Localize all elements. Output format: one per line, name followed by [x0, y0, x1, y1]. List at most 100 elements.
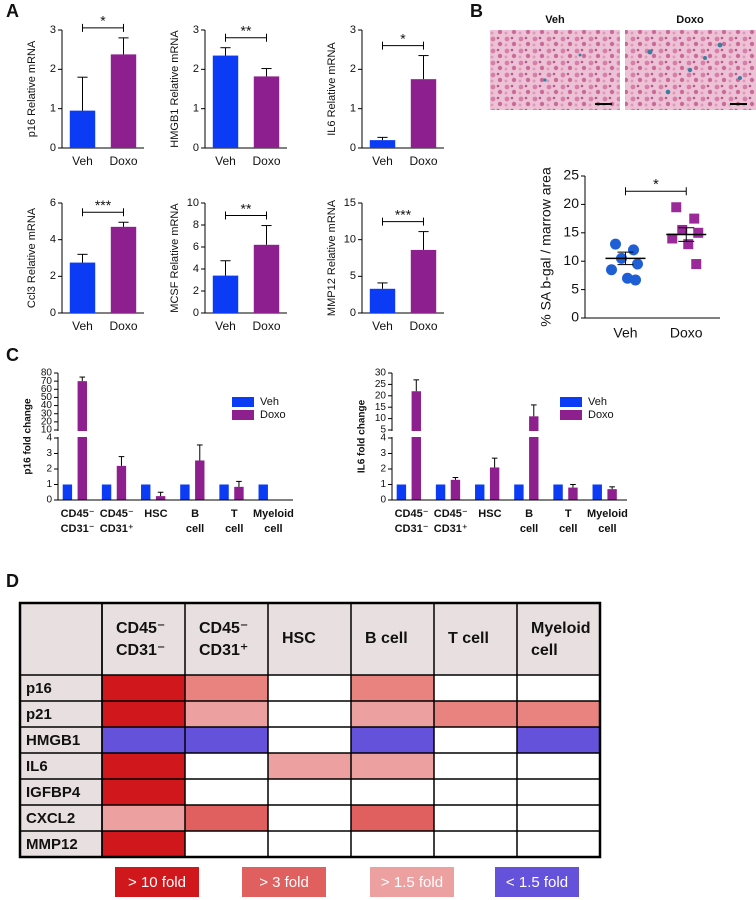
x-tick-label: HSC [478, 508, 501, 520]
panel-label: D [6, 571, 19, 591]
y-tick-label: 2 [46, 464, 52, 475]
x-tick-label: Veh [372, 319, 393, 333]
stain-dots [543, 42, 742, 95]
table-cell [185, 675, 268, 701]
axis-break [386, 431, 627, 437]
y-tick-label: 0 [380, 495, 386, 506]
table-cell [102, 753, 185, 779]
bar [258, 484, 268, 500]
y-tick-label: 10 [563, 252, 579, 268]
point [689, 213, 700, 224]
y-tick-label: 25 [563, 167, 579, 183]
x-tick-label: Myeloid [587, 508, 628, 520]
x-tick-label: Doxo [252, 154, 280, 168]
table-cell [434, 831, 517, 857]
row-header-bg [20, 779, 102, 805]
table-cell [185, 831, 268, 857]
bar [369, 140, 396, 148]
table-cell [517, 831, 600, 857]
y-tick-label: 40 [41, 400, 53, 411]
x-tick-label: Doxo [109, 154, 137, 168]
bar [69, 110, 96, 148]
table-cell [102, 727, 185, 753]
table-cell [185, 805, 268, 831]
y-tick-label: 0 [350, 307, 356, 319]
bar [62, 484, 73, 500]
panel-label: B [470, 1, 483, 21]
legend-swatch [232, 410, 254, 420]
y-tick-label: 10 [41, 425, 53, 436]
row-label: HMGB1 [26, 732, 80, 749]
table-cell [351, 675, 434, 701]
bar [450, 479, 461, 500]
x-tick-label: cell [559, 523, 577, 535]
bar [592, 484, 602, 500]
y-axis-label: MCSF Relative mRNA [169, 203, 181, 313]
table-cell [268, 727, 351, 753]
bar [435, 484, 446, 500]
x-tick-label: CD45⁻ [61, 508, 95, 520]
y-tick-label: 20 [41, 416, 53, 427]
row-header-bg [20, 701, 102, 727]
column-label: T cell [448, 630, 489, 647]
y-tick-label: 10 [187, 197, 199, 209]
point [606, 264, 617, 276]
y-tick-label: 15 [375, 402, 387, 413]
legend-label: Veh [260, 396, 279, 408]
x-tick-label: Veh [372, 154, 393, 168]
x-tick-label: Veh [72, 319, 93, 333]
x-tick-label: Veh [72, 154, 93, 168]
table-cell [517, 753, 600, 779]
bar [568, 487, 578, 500]
y-tick-label: 1 [350, 103, 356, 115]
table-cell [102, 701, 185, 727]
table-cell [351, 779, 434, 805]
y-tick-label: 80 [41, 368, 53, 379]
bar [110, 54, 137, 148]
x-tick-label: cell [598, 523, 616, 535]
y-tick-label: 8 [193, 219, 199, 231]
table-cell [351, 701, 434, 727]
table-cell [268, 805, 351, 831]
bar [253, 76, 280, 148]
table-cell [102, 675, 185, 701]
axis-break [52, 431, 293, 437]
legend-label: Doxo [260, 409, 286, 421]
y-tick-label: 0 [50, 142, 56, 154]
row-label: IL6 [26, 758, 48, 775]
y-tick-label: 1 [193, 103, 199, 115]
bar [489, 467, 500, 500]
y-axis-label: HMGB1 Relative mRNA [169, 30, 181, 148]
table-border [18, 601, 602, 859]
legend-swatch [370, 867, 454, 897]
y-tick-label: 10 [344, 234, 356, 246]
table-cell [517, 779, 600, 805]
y-tick-label: 20 [563, 195, 579, 211]
table-cell [268, 779, 351, 805]
x-tick-label: CD31⁺ [434, 523, 468, 535]
x-tick-label: CD45⁻ [395, 508, 429, 520]
table-cell [434, 805, 517, 831]
bar [212, 275, 239, 313]
x-tick-label: Veh [215, 319, 236, 333]
table-cell [185, 701, 268, 727]
bar [212, 55, 239, 148]
point [691, 259, 702, 270]
y-tick-label: 4 [380, 433, 386, 444]
x-tick-label: Doxo [252, 319, 280, 333]
point [610, 238, 621, 250]
y-tick-label: 1 [380, 479, 386, 490]
row-label: p16 [26, 680, 52, 697]
table-cell [517, 675, 600, 701]
sig-label: * [100, 13, 106, 29]
table-cell [185, 727, 268, 753]
column-label: Myeloid [531, 620, 591, 637]
x-tick-label: CD31⁻ [61, 523, 95, 535]
x-tick-label: Doxo [409, 154, 437, 168]
x-tick-label: CD45⁻ [100, 508, 134, 520]
axis-break [386, 431, 394, 437]
point [667, 233, 678, 244]
legend-swatch [232, 397, 254, 407]
row-label: MMP12 [26, 836, 78, 853]
bar [553, 484, 563, 500]
